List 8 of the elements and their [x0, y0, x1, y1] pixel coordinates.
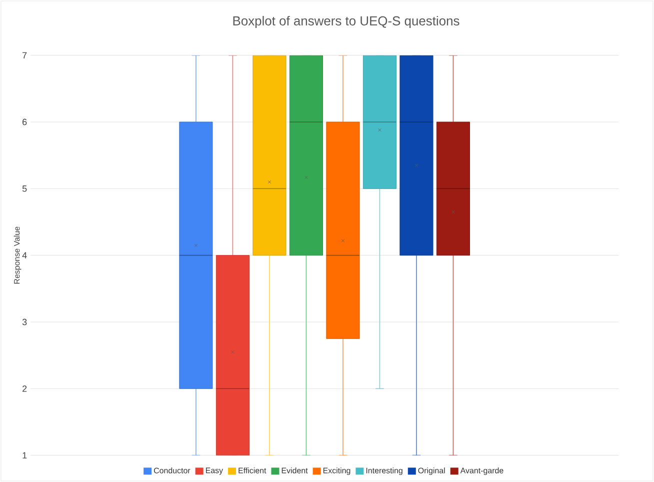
y-tick-label: 1 — [22, 452, 27, 458]
y-tick-label: 7 — [22, 52, 27, 58]
chart-title: Boxplot of answers to UEQ-S questions — [233, 16, 460, 28]
y-tick-label: 3 — [22, 318, 27, 326]
y-tick-label: 6 — [22, 118, 27, 126]
y-tick-label: 4 — [22, 252, 27, 258]
y-tick-label: 5 — [22, 186, 27, 192]
y-tick-label: 2 — [22, 386, 27, 392]
